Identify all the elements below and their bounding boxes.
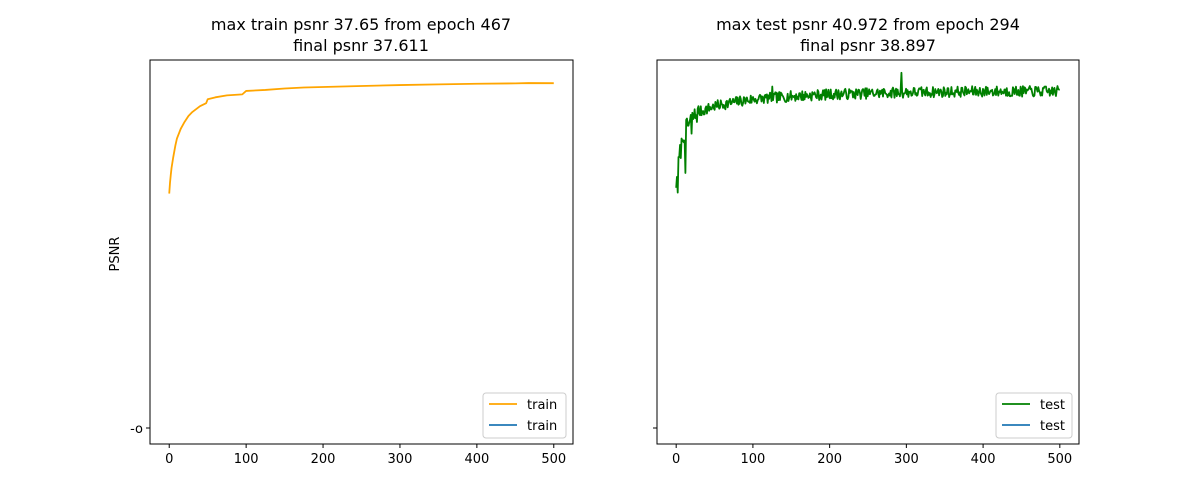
right-x-tick-label: 400 xyxy=(971,452,996,467)
right-x-tick-label: 200 xyxy=(817,452,842,467)
left-x-tick-label: 300 xyxy=(388,452,413,467)
right-x-tick-label: 300 xyxy=(894,452,919,467)
right-subplot: max test psnr 40.972 from epoch 294 fina… xyxy=(653,15,1080,467)
left-subplot: max train psnr 37.65 from epoch 467 fina… xyxy=(108,15,574,467)
left-plot-frame xyxy=(149,59,574,445)
left-y-tick-label: -o xyxy=(130,422,143,437)
left-series-group xyxy=(168,82,554,194)
left-x-ticks: 0 100 200 300 400 500 xyxy=(165,444,566,467)
left-x-tick-label: 500 xyxy=(541,452,566,467)
left-series-line xyxy=(168,82,554,194)
right-legend-label-1: test xyxy=(1040,398,1065,413)
right-legend: test test xyxy=(995,392,1073,439)
right-x-ticks: 0 100 200 300 400 500 xyxy=(672,444,1072,467)
left-title-line2: final psnr 37.611 xyxy=(293,36,429,55)
left-legend-label-2: train xyxy=(527,419,557,434)
right-series-group xyxy=(675,71,1060,194)
left-x-tick-label: 200 xyxy=(311,452,336,467)
right-x-tick-label: 500 xyxy=(1047,452,1072,467)
left-y-ticks: -o xyxy=(130,422,150,437)
right-legend-label-2: test xyxy=(1040,419,1065,434)
right-x-tick-label: 0 xyxy=(672,452,680,467)
left-legend: train train xyxy=(482,392,567,439)
right-title-line2: final psnr 38.897 xyxy=(800,36,936,55)
left-ylabel: PSNR xyxy=(108,237,123,272)
left-x-tick-label: 400 xyxy=(464,452,489,467)
left-x-tick-label: 0 xyxy=(165,452,173,467)
left-x-tick-label: 100 xyxy=(234,452,259,467)
right-plot-frame xyxy=(656,59,1080,445)
left-title-line1: max train psnr 37.65 from epoch 467 xyxy=(211,15,511,34)
right-title-line1: max test psnr 40.972 from epoch 294 xyxy=(716,15,1020,34)
right-x-tick-label: 100 xyxy=(740,452,765,467)
left-legend-label-1: train xyxy=(527,398,557,413)
right-series-line xyxy=(675,71,1060,194)
